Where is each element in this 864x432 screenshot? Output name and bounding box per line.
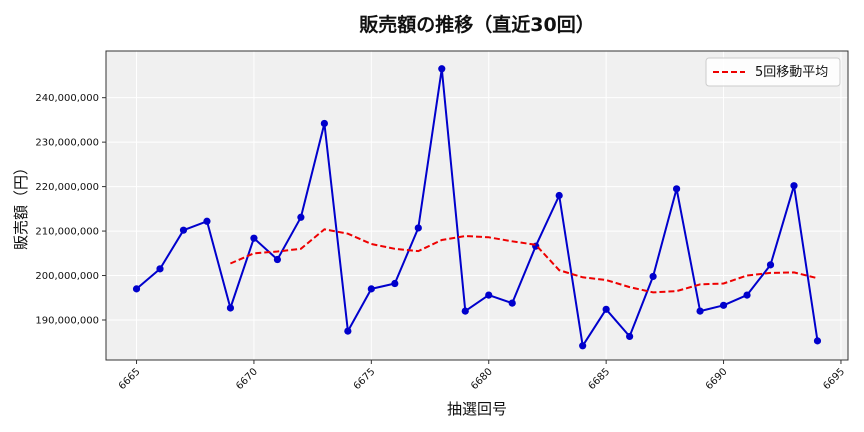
series-line-sales <box>135 67 819 347</box>
x-tick-label: 6680 <box>469 366 495 392</box>
y-tick-label: 230,000,000 <box>35 138 99 149</box>
data-point-sales <box>626 332 634 341</box>
x-axis-label: 抽選回号 <box>447 400 507 418</box>
x-tick-label: 6690 <box>704 366 730 392</box>
x-tick-label: 6685 <box>586 366 612 392</box>
data-point-sales <box>320 119 328 128</box>
data-point-sales <box>461 307 469 315</box>
data-point-sales <box>273 255 282 264</box>
data-point-sales <box>132 285 141 293</box>
data-point-sales <box>297 213 305 221</box>
data-point-sales <box>555 191 563 200</box>
data-point-sales <box>790 182 798 190</box>
x-tick-label: 6695 <box>821 366 847 392</box>
data-point-sales <box>719 301 728 309</box>
data-point-sales <box>179 226 188 234</box>
y-tick-label: 200,000,000 <box>35 271 99 282</box>
data-point-sales <box>696 307 704 315</box>
x-tick-label: 6675 <box>352 366 378 392</box>
legend-label-moving-average: 5回移動平均 <box>755 65 828 80</box>
data-point-sales <box>649 272 657 281</box>
data-point-sales <box>156 265 164 273</box>
y-tick-label: 210,000,000 <box>35 227 99 238</box>
y-tick-label: 190,000,000 <box>35 315 99 326</box>
x-ticks: 6665 6670 6675 6680 6685 6690 6695 <box>117 360 847 392</box>
legend: 5回移動平均 <box>705 57 841 87</box>
y-axis-label: 販売額（円） <box>12 160 30 250</box>
series-line-moving-average <box>230 228 818 294</box>
y-tick-label: 240,000,000 <box>35 93 99 104</box>
data-point-sales <box>391 279 399 288</box>
chart-title: 販売額の推移（直近30回） <box>359 13 594 36</box>
data-point-sales <box>414 224 422 232</box>
data-point-sales <box>344 327 352 335</box>
data-point-sales <box>250 234 258 242</box>
plot-frame <box>105 50 849 361</box>
data-point-sales <box>367 285 375 293</box>
data-point-sales <box>579 342 587 350</box>
data-point-sales <box>508 299 516 307</box>
data-point-sales <box>766 261 775 269</box>
y-tick-label: 220,000,000 <box>35 182 99 193</box>
legend-box <box>705 57 841 87</box>
data-point-sales <box>226 304 235 312</box>
series-group <box>132 65 822 350</box>
data-point-sales <box>438 65 446 73</box>
data-point-sales <box>203 217 211 225</box>
data-point-sales <box>743 291 751 299</box>
y-ticks: 190,000,000 200,000,000 210,000,000 220,000… <box>35 93 106 326</box>
x-tick-label: 6665 <box>117 366 143 392</box>
data-point-sales <box>602 305 610 313</box>
x-tick-label: 6670 <box>234 366 260 392</box>
data-point-sales <box>672 185 681 193</box>
data-point-sales <box>485 291 493 299</box>
data-point-sales <box>813 337 822 345</box>
